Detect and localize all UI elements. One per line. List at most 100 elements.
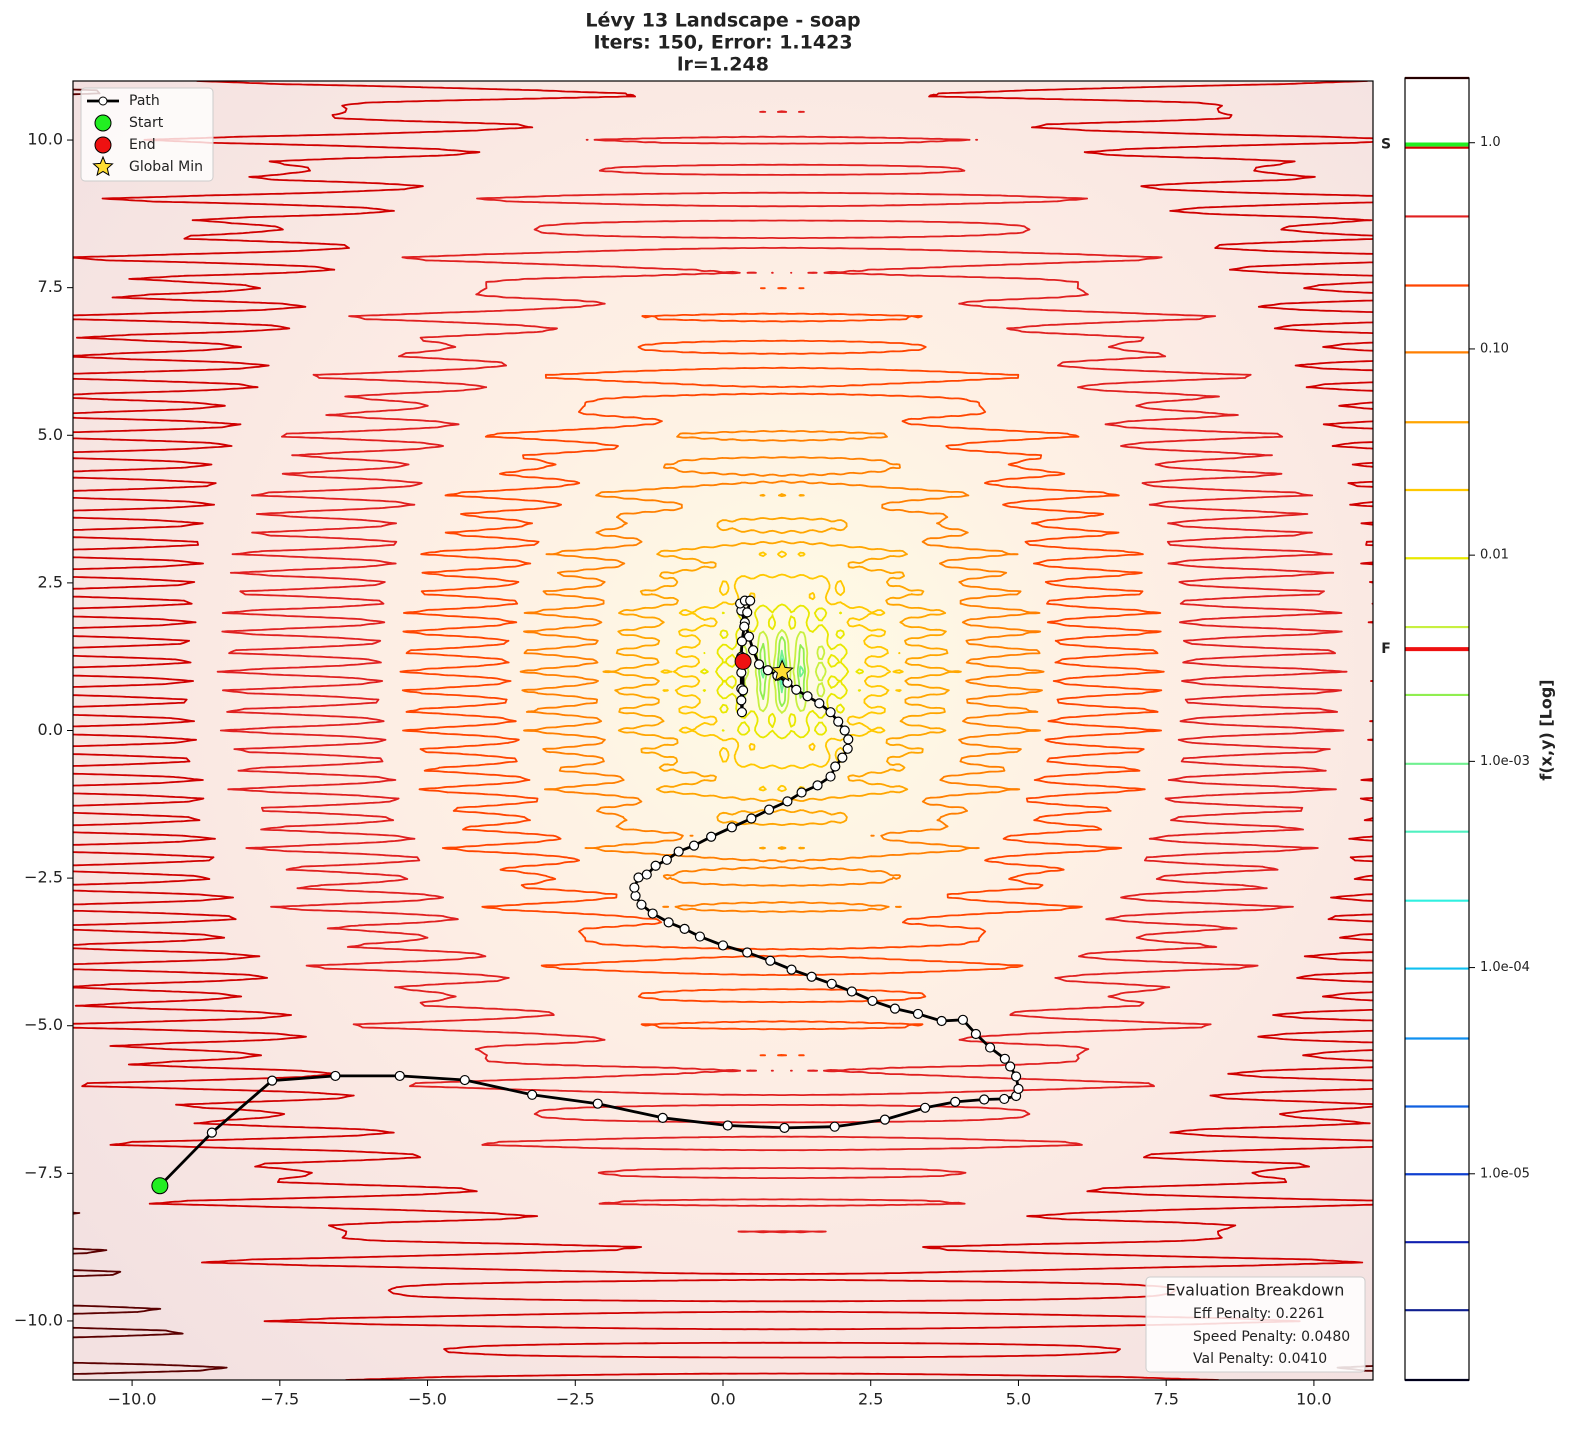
path-point	[629, 882, 640, 893]
y-tick-label: 10.0	[27, 130, 63, 149]
path-point	[647, 908, 658, 919]
path-point	[753, 659, 765, 670]
path-point	[763, 804, 775, 815]
x-tick-label: 0.0	[710, 1390, 735, 1409]
path-point	[745, 595, 756, 606]
path-point	[726, 822, 737, 833]
path-point	[765, 955, 776, 966]
y-tick-label: −2.5	[24, 868, 63, 887]
path-point	[796, 787, 807, 798]
path-point	[889, 1003, 901, 1014]
x-tick-label: −7.5	[260, 1390, 299, 1409]
path-point	[742, 607, 753, 618]
path-point	[791, 684, 802, 695]
legend-label: Path	[129, 93, 160, 109]
path-point	[806, 971, 817, 982]
path-point	[206, 1127, 217, 1138]
path-point	[737, 685, 749, 696]
end-marker	[734, 652, 752, 670]
path-point	[846, 986, 857, 997]
path-point	[912, 1008, 924, 1020]
path-point	[829, 1121, 840, 1132]
path-point	[1013, 1083, 1024, 1095]
path-point	[812, 780, 823, 791]
path-point	[825, 771, 836, 782]
x-tick-label: 5.0	[1006, 1390, 1031, 1409]
path-point	[837, 752, 848, 763]
path-point	[839, 725, 850, 736]
colorbar-frame	[1404, 77, 1470, 1381]
y-tick-label: −10.0	[14, 1310, 63, 1329]
path-point	[739, 621, 750, 632]
path-point	[742, 947, 753, 958]
path-point	[957, 1014, 969, 1025]
path-point	[826, 978, 837, 989]
legend-label: Start	[129, 115, 164, 131]
contour-line	[216, 110, 1348, 1234]
y-tick-label: 2.5	[38, 572, 63, 591]
path-point	[970, 1028, 982, 1040]
colorbar-tick-label: 1.0e-05	[1480, 1166, 1530, 1181]
path-layer	[151, 595, 1024, 1195]
colorbar-label: f(x,y) [Log]	[1537, 679, 1556, 780]
path-point	[679, 923, 690, 934]
path-point	[633, 872, 644, 883]
y-tick-label: −5.0	[24, 1015, 63, 1034]
path-point	[1010, 1071, 1022, 1082]
path-point	[592, 1098, 603, 1109]
path-point	[663, 917, 674, 928]
path-point	[459, 1074, 470, 1086]
path-point	[748, 645, 759, 656]
colorbar-marker-label: S	[1381, 137, 1391, 153]
path-point	[919, 1102, 931, 1113]
path-point	[999, 1093, 1010, 1105]
legend-box	[80, 87, 214, 182]
annotation-line: Speed Penalty: 0.0480	[1193, 1329, 1350, 1345]
x-tick-label: 2.5	[858, 1390, 883, 1409]
y-tick-label: −7.5	[24, 1163, 63, 1182]
colorbar-tick-label: 1.0e-03	[1480, 754, 1530, 769]
path-point	[706, 831, 717, 842]
colorbar-tick-label: 1.0e-04	[1480, 960, 1530, 975]
y-tick-label: 7.5	[38, 277, 63, 296]
chart-title: Lévy 13 Landscape - soap	[585, 10, 860, 32]
path-point	[802, 691, 813, 702]
path-point	[950, 1096, 961, 1107]
path-point	[736, 707, 748, 718]
path-point	[984, 1042, 996, 1053]
path-point	[779, 1122, 790, 1133]
path-point	[743, 631, 755, 642]
path-point	[825, 707, 836, 718]
path-point	[736, 636, 748, 647]
start-marker	[151, 1177, 169, 1195]
path-point	[814, 698, 825, 709]
path-point	[936, 1015, 947, 1027]
annotation-line: Eff Penalty: 0.2261	[1193, 1306, 1325, 1322]
contour-line	[399, 287, 1165, 1057]
path-point	[879, 1114, 891, 1125]
contour-line	[602, 493, 962, 850]
x-tick-label: −2.5	[556, 1390, 595, 1409]
path-point	[762, 665, 774, 676]
legend: Path Start End Global Min	[80, 87, 214, 182]
path-point	[717, 940, 729, 951]
contour-line	[519, 429, 1045, 913]
contour-line	[700, 603, 864, 740]
path-point	[636, 899, 647, 910]
path-point	[842, 743, 853, 754]
legend-swatch	[94, 114, 112, 132]
colorbar-tick-label: 1.0	[1480, 135, 1501, 150]
path-point	[722, 1120, 733, 1131]
legend-swatch	[92, 155, 114, 177]
path-point	[736, 695, 747, 706]
path-point	[657, 1112, 668, 1123]
colorbar-marker-label: F	[1381, 641, 1391, 657]
path-point	[688, 840, 700, 851]
path-point	[867, 995, 878, 1007]
path-point	[527, 1089, 538, 1100]
path-point	[746, 813, 757, 824]
x-tick-label: 10.0	[1296, 1390, 1332, 1409]
annotation-line: Val Penalty: 0.0410	[1193, 1351, 1327, 1367]
path-point	[782, 796, 793, 807]
